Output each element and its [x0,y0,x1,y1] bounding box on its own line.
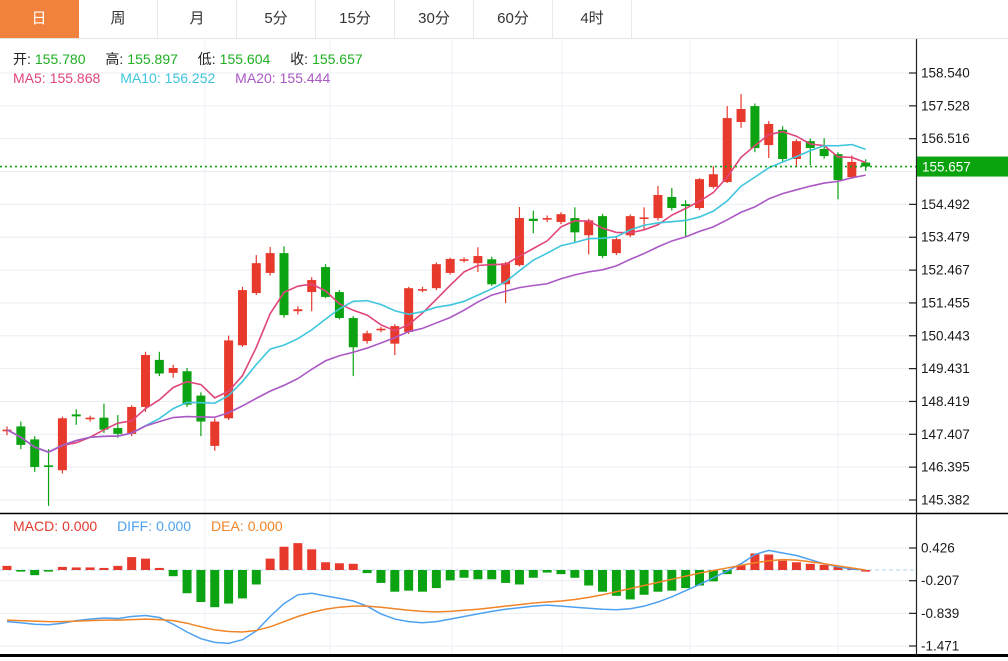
timeframe-toolbar: 日 周 月 5分 15分 30分 60分 4时 [0,0,1008,39]
svg-text:151.455: 151.455 [921,295,970,310]
svg-text:148.419: 148.419 [921,394,970,409]
svg-text:157.528: 157.528 [921,98,970,113]
svg-text:145.382: 145.382 [921,493,970,508]
svg-text:150.443: 150.443 [921,328,970,343]
tab-60min[interactable]: 60分 [474,0,553,38]
svg-text:146.395: 146.395 [921,460,970,475]
diff-line [6,549,866,645]
axis-frame [0,38,1008,657]
tab-5min[interactable]: 5分 [237,0,316,38]
tab-daily[interactable]: 日 [0,0,79,38]
ma5-line [6,130,866,453]
macd-histogram [2,543,871,608]
tab-monthly[interactable]: 月 [158,0,237,38]
svg-text:153.479: 153.479 [921,230,970,245]
dea-line [6,558,866,633]
svg-text:-0.207: -0.207 [921,573,959,588]
tab-15min[interactable]: 15分 [316,0,395,38]
svg-text:-0.839: -0.839 [921,606,959,621]
tab-weekly[interactable]: 周 [79,0,158,38]
ma20-line [6,174,866,453]
svg-text:154.492: 154.492 [921,197,970,212]
current-price-label: 155.657 [917,156,1008,177]
svg-text:152.467: 152.467 [921,263,970,278]
svg-text:158.540: 158.540 [921,66,970,81]
tab-4hour[interactable]: 4时 [553,0,632,38]
macd-axis: 0.426 -0.207 -0.839 -1.471 [909,540,959,653]
svg-text:149.431: 149.431 [921,361,970,376]
svg-text:156.516: 156.516 [921,131,970,146]
svg-text:-1.471: -1.471 [921,638,959,653]
svg-text:0.426: 0.426 [921,540,955,555]
svg-text:155.657: 155.657 [922,159,971,174]
price-axis: 158.540 157.528 156.516 154.492 153.479 152.4… [909,66,970,508]
svg-text:147.407: 147.407 [921,427,970,442]
ma10-line [6,143,866,453]
tab-30min[interactable]: 30分 [395,0,474,38]
